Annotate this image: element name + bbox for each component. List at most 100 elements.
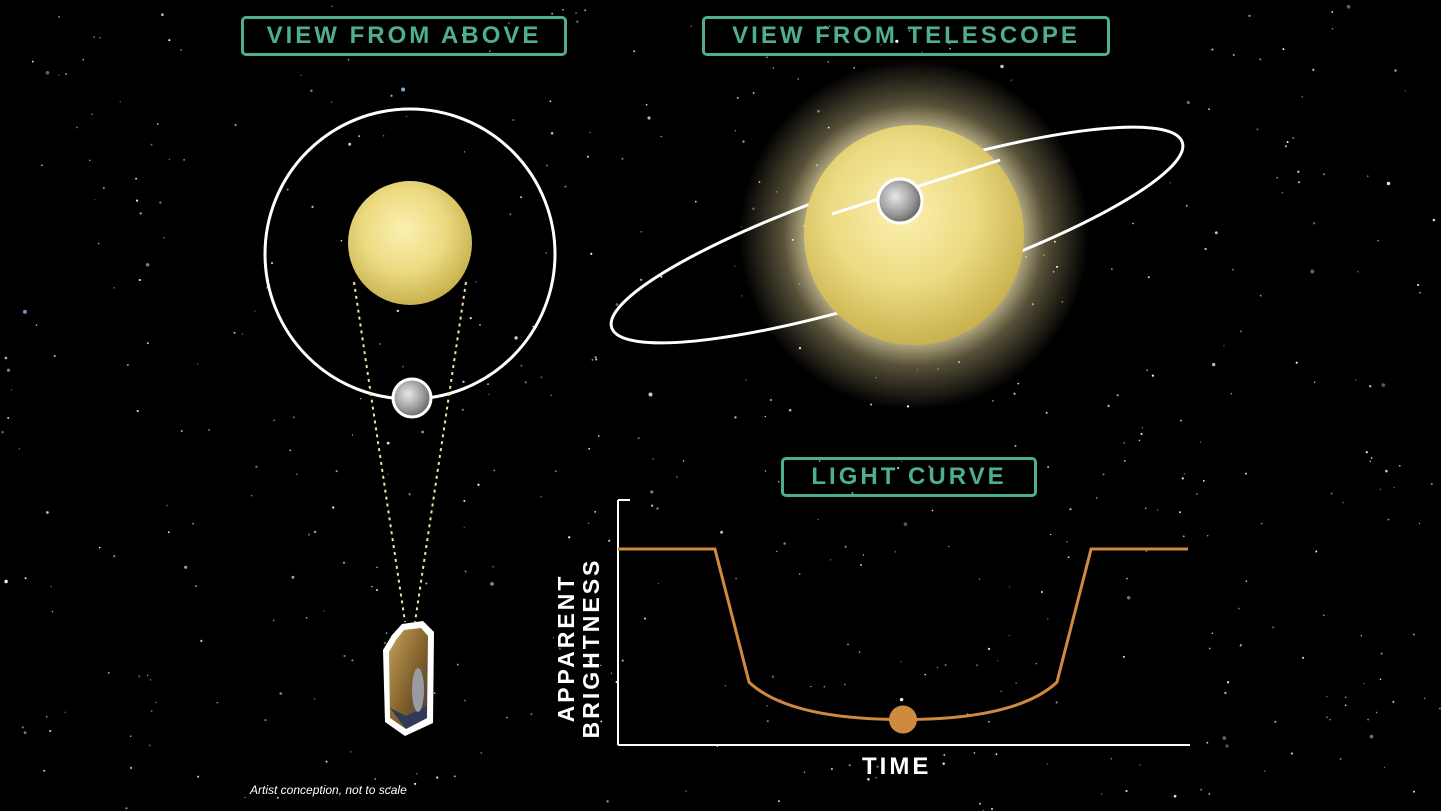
star-dot <box>1276 176 1279 179</box>
star-dot <box>76 126 78 129</box>
star-dot <box>1394 69 1397 72</box>
star-dot <box>58 74 60 76</box>
sightline-left <box>353 281 406 623</box>
star-dot <box>1379 488 1382 491</box>
star-dot <box>1144 507 1147 510</box>
telescope-view-diagram <box>609 60 1185 410</box>
star-dot <box>1195 493 1198 496</box>
star-dot <box>18 448 20 450</box>
star-dot <box>291 575 295 579</box>
star-dot <box>514 336 518 340</box>
star-dot <box>978 802 981 805</box>
star-dot <box>1326 716 1328 719</box>
star-dot <box>135 177 137 180</box>
star-dot <box>777 480 780 483</box>
star-dot <box>197 775 200 778</box>
star-dot <box>645 103 648 106</box>
star-dot <box>1367 175 1369 177</box>
star-dot <box>587 522 590 525</box>
star-dot <box>1207 535 1209 537</box>
star-dot <box>594 356 597 359</box>
star-dot <box>1200 788 1203 791</box>
star-dot <box>1322 614 1325 617</box>
star-dot <box>98 546 101 549</box>
star-dot <box>160 13 164 17</box>
star-dot <box>489 50 491 52</box>
star-dot <box>1377 239 1379 242</box>
star-dot <box>575 12 578 14</box>
star-dot <box>1264 770 1266 772</box>
star-dot <box>1357 270 1359 273</box>
star-dot <box>1055 701 1058 704</box>
star-dot <box>735 577 737 580</box>
star-dot <box>992 400 994 402</box>
star-dot <box>1282 48 1285 51</box>
star-dot <box>903 522 908 526</box>
star-dot <box>783 542 786 545</box>
star-dot <box>586 155 589 158</box>
star-dot <box>594 511 597 513</box>
star-dot <box>1370 457 1373 459</box>
star-top-view <box>348 181 472 305</box>
star-dot <box>530 712 533 716</box>
star-dot <box>1179 511 1181 514</box>
star-dot <box>1015 682 1017 684</box>
star-dot <box>776 550 778 553</box>
star-dot <box>234 124 237 126</box>
star-dot <box>488 393 490 395</box>
star-dot <box>93 36 96 39</box>
star-dot <box>23 731 27 735</box>
star-dot <box>425 582 428 585</box>
star-dot <box>637 437 640 440</box>
star-dot <box>1363 682 1365 685</box>
star-dot <box>35 324 38 326</box>
star-dot <box>766 705 769 707</box>
star-dot <box>24 577 27 580</box>
star-dot <box>383 641 387 645</box>
star-dot <box>358 135 361 137</box>
star-dot <box>606 800 609 803</box>
star-dot <box>764 470 767 472</box>
star-dot <box>46 511 49 514</box>
star-dot <box>241 333 244 335</box>
star-dot <box>555 470 557 472</box>
star-dot <box>254 310 256 312</box>
star-dot <box>1125 577 1128 580</box>
star-dot <box>168 158 171 161</box>
star-dot <box>947 41 951 45</box>
star-dot <box>463 499 466 502</box>
star-dot <box>1230 393 1232 395</box>
star-dot <box>155 701 157 704</box>
star-dot <box>676 476 678 478</box>
star-dot <box>1418 522 1421 525</box>
star-dot <box>843 683 846 686</box>
star-dot <box>1225 744 1229 748</box>
star-dot <box>858 651 861 653</box>
star-dot <box>1211 632 1214 634</box>
star-dot <box>1180 419 1182 422</box>
star-dot <box>1010 79 1013 81</box>
star-dot <box>643 617 647 620</box>
star-dot <box>549 100 552 103</box>
star-dot <box>1132 222 1134 225</box>
star-dot <box>1232 53 1235 57</box>
star-dot <box>1095 497 1098 499</box>
star-dot <box>41 164 43 167</box>
star-dot <box>1424 697 1426 700</box>
star-dot <box>894 550 897 553</box>
star-dot <box>148 744 151 747</box>
star-dot <box>694 200 697 203</box>
star-dot <box>987 647 991 651</box>
star-dot <box>590 252 593 255</box>
star-dot <box>742 140 745 143</box>
view-from-above-label: VIEW FROM ABOVE <box>241 16 567 56</box>
star-dot <box>1014 444 1017 447</box>
star-dot <box>1139 764 1141 766</box>
star-dot <box>126 363 129 367</box>
star-dot <box>591 359 594 361</box>
star-dot <box>848 764 851 767</box>
star-dot <box>1239 330 1242 333</box>
star-dot <box>1392 700 1395 703</box>
star-dot <box>1111 268 1113 270</box>
